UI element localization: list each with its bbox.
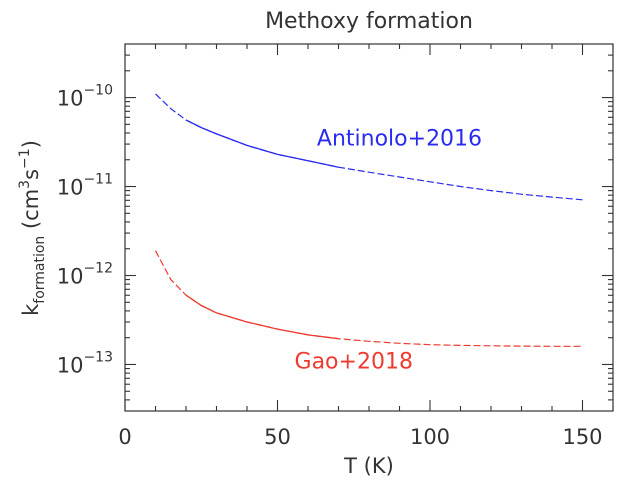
series-line-solid (185, 294, 339, 340)
x-tick-label: 50 (264, 425, 291, 449)
y-tick-label-base: 10 (57, 176, 84, 200)
y-tick-label-base: 10 (57, 87, 84, 111)
series-layer: Antinolo+2016 Gao+2018 (154, 93, 583, 375)
y-axis-title-sup1: 3 (17, 180, 33, 189)
x-axis-title: T (K) (343, 454, 394, 478)
x-tick-label: 150 (562, 425, 602, 449)
y-tick-label: 10−12 (57, 261, 113, 289)
series-label: Gao+2018 (295, 350, 413, 375)
y-tick-label: 10−13 (57, 349, 113, 377)
x-tick-label: 100 (410, 425, 450, 449)
y-axis-title-subscript: formation (32, 236, 48, 304)
y-tick-label: 10−11 (57, 172, 113, 200)
y-tick-label-exponent: −13 (83, 349, 113, 365)
y-tick-label: 10−10 (57, 83, 113, 111)
y-axis-title-sup2: −1 (17, 148, 33, 169)
y-axis-title-units-open: (cm (19, 189, 43, 236)
y-axis-title-k: k (19, 303, 43, 316)
series-line-dashed (154, 250, 583, 347)
series-label: Antinolo+2016 (317, 126, 482, 151)
y-tick-label-base: 10 (57, 265, 84, 289)
series-line-solid (185, 119, 339, 168)
y-tick-label-exponent: −11 (83, 172, 113, 188)
y-axis-title: kformation (cm3s−1) (17, 140, 48, 316)
y-axis-title-units-mid: s (19, 169, 43, 180)
chart-title: Methoxy formation (265, 9, 473, 34)
x-tick-label: 0 (118, 425, 131, 449)
y-tick-label-exponent: −12 (83, 261, 113, 277)
y-axis-title-units-close: ) (19, 140, 43, 148)
y-tick-label-exponent: −10 (83, 83, 113, 99)
y-tick-label-base: 10 (57, 353, 84, 377)
